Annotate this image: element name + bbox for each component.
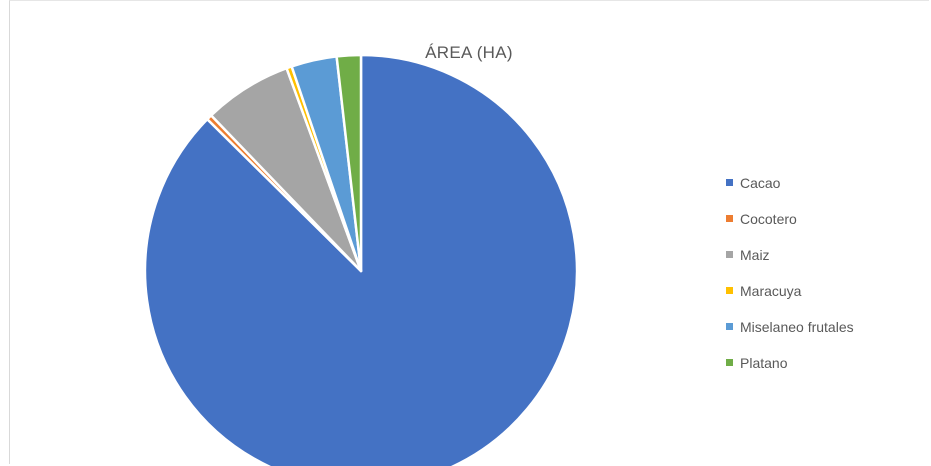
legend-item-platano: Platano xyxy=(726,355,788,371)
legend-item-miselaneo-frutales: Miselaneo frutales xyxy=(726,319,854,335)
legend-swatch-cocotero xyxy=(726,215,733,222)
legend-swatch-miselaneo-frutales xyxy=(726,323,733,330)
legend-label-platano: Platano xyxy=(740,355,788,371)
pie-slice-platano xyxy=(335,53,363,273)
legend-label-maracuya: Maracuya xyxy=(740,283,802,299)
legend-swatch-platano xyxy=(726,359,733,366)
legend-item-maiz: Maiz xyxy=(726,247,770,263)
pie-slices xyxy=(143,53,579,466)
legend-label-cocotero: Cocotero xyxy=(740,211,797,227)
legend-item-cocotero: Cocotero xyxy=(726,211,797,227)
chart-legend: Cacao Cocotero Maiz Maracuya Miselaneo fruta… xyxy=(726,175,854,371)
chart-title: ÁREA (HA) xyxy=(425,43,513,62)
legend-item-cacao: Cacao xyxy=(726,175,781,191)
legend-label-cacao: Cacao xyxy=(740,175,781,191)
legend-label-miselaneo-frutales: Miselaneo frutales xyxy=(740,319,854,335)
legend-item-maracuya: Maracuya xyxy=(726,283,802,299)
legend-swatch-cacao xyxy=(726,179,733,186)
legend-swatch-maiz xyxy=(726,251,733,258)
legend-swatch-maracuya xyxy=(726,287,733,294)
legend-label-maiz: Maiz xyxy=(740,247,770,263)
